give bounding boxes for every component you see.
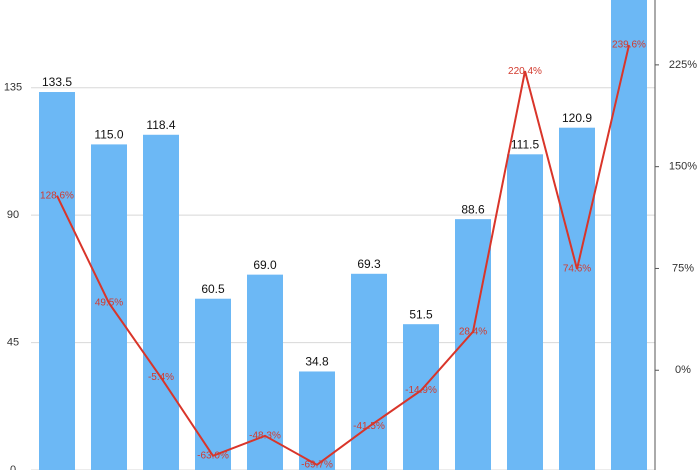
y2-tick-label: 225% (669, 59, 697, 71)
bar-value-label: 69.3 (357, 257, 381, 271)
line-value-label: -41.5% (353, 421, 385, 432)
bar-value-label: 34.8 (305, 355, 329, 369)
y-tick-label: 0 (10, 464, 16, 470)
line-value-label: 220.4% (508, 66, 542, 77)
bar-value-label: 69.0 (253, 258, 277, 272)
bar (507, 154, 543, 470)
y2-tick-label: 75% (672, 262, 694, 274)
line-value-label: -48.3% (249, 430, 281, 441)
bar (247, 274, 283, 470)
line-series (56, 44, 630, 467)
line-value-label: 74.6% (563, 264, 591, 275)
bar-value-label: 111.5 (511, 137, 540, 151)
line-value-label: -69.7% (301, 459, 333, 470)
bar-value-label: 118.4 (146, 118, 175, 132)
line-value-label: -63.0% (197, 450, 229, 461)
bar-value-label: 51.5 (409, 307, 433, 321)
bar (559, 127, 595, 470)
bar (39, 92, 75, 470)
bar (611, 0, 647, 470)
y-tick-label: 45 (7, 336, 19, 348)
bar-value-label: 120.9 (562, 111, 592, 125)
line-value-label: 49.5% (95, 298, 123, 309)
bar (143, 134, 179, 470)
y2-tick-label: 150% (669, 161, 697, 173)
bar (91, 144, 127, 470)
y-tick-label: 135 (4, 82, 22, 94)
line-value-label: 128.6% (40, 190, 74, 201)
line-value-label: 28.4% (459, 326, 487, 337)
bar-value-label: 60.5 (201, 282, 225, 296)
line-value-label: 239.6% (612, 40, 646, 51)
bar-value-label: 133.5 (42, 75, 72, 89)
bar-value-label: 115.0 (94, 128, 123, 142)
bar (299, 371, 335, 470)
line-value-label: -14.9% (405, 385, 437, 396)
bar (403, 324, 439, 470)
line-value-label: -5.4% (148, 372, 174, 383)
y2-tick-label: 0% (675, 364, 691, 376)
bar (351, 273, 387, 470)
bar-value-label: 88.6 (461, 202, 485, 216)
bar (195, 298, 231, 470)
y-tick-label: 90 (7, 209, 19, 221)
